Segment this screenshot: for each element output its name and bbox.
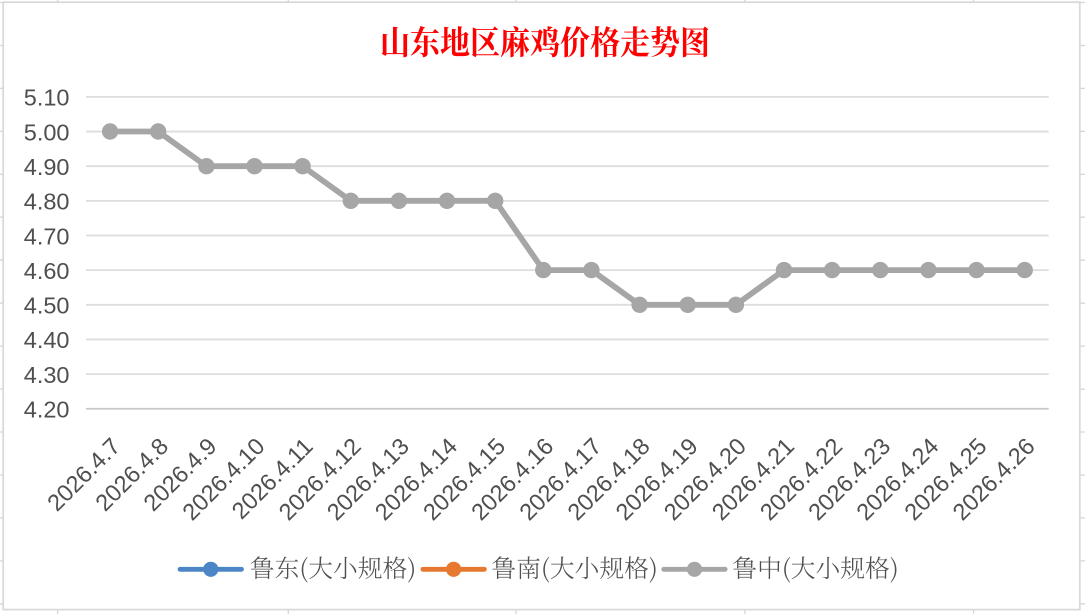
svg-text:4.70: 4.70 [24, 223, 70, 249]
svg-text:4.60: 4.60 [24, 258, 70, 284]
svg-text:4.30: 4.30 [24, 362, 70, 388]
svg-text:4.90: 4.90 [24, 154, 70, 180]
svg-text:5.10: 5.10 [24, 85, 70, 111]
svg-text:4.20: 4.20 [24, 397, 70, 423]
svg-text:5.00: 5.00 [24, 119, 70, 145]
svg-text:4.40: 4.40 [24, 327, 70, 353]
svg-text:4.50: 4.50 [24, 293, 70, 319]
svg-text:4.80: 4.80 [24, 189, 70, 215]
